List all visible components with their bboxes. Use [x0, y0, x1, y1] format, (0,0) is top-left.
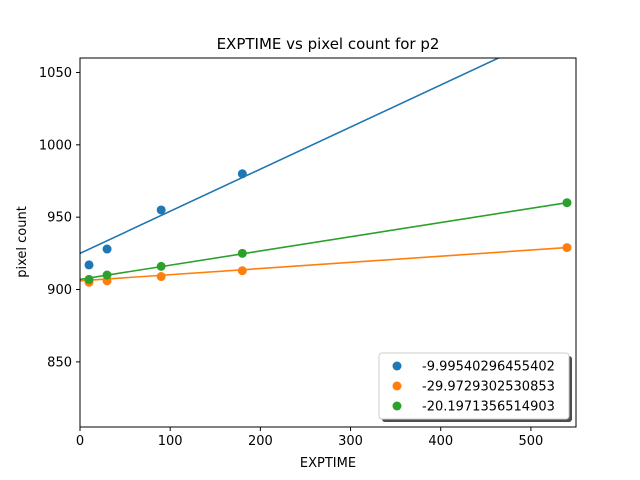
y-tick-label: 900 [47, 283, 72, 298]
legend-label: -29.9729302530853 [422, 380, 555, 395]
x-tick-label: 400 [428, 434, 453, 449]
fit-line-series-2 [80, 246, 568, 282]
x-tick-label: 100 [158, 434, 183, 449]
data-point-series-1 [102, 244, 112, 254]
legend-label: -20.1971356514903 [422, 400, 555, 415]
x-tick-label: 0 [76, 434, 84, 449]
data-point-series-1 [156, 205, 166, 215]
plot-area [80, 58, 572, 287]
data-point-series-3 [84, 274, 94, 284]
legend-label: -9.99540296455402 [422, 360, 555, 375]
data-point-series-3 [102, 270, 112, 280]
data-point-series-2 [562, 243, 572, 253]
y-axis-title: pixel count [15, 206, 30, 278]
legend-marker [392, 401, 402, 411]
chart-title: EXPTIME vs pixel count for p2 [217, 35, 440, 53]
data-point-series-1 [84, 260, 94, 270]
data-point-series-1 [237, 169, 247, 179]
data-point-series-3 [156, 261, 166, 271]
x-tick-label: 200 [248, 434, 273, 449]
x-tick-label: 300 [338, 434, 363, 449]
legend-box [378, 352, 570, 420]
y-tick-label: 1050 [39, 66, 72, 81]
plot-frame [79, 57, 577, 428]
x-axis-title: EXPTIME [300, 456, 356, 471]
data-point-series-3 [562, 198, 572, 208]
x-tick-label: 500 [518, 434, 543, 449]
fit-line-series-1 [80, 58, 501, 255]
y-tick-label: 1000 [39, 138, 72, 153]
data-point-series-2 [156, 272, 166, 282]
legend-marker [392, 361, 402, 371]
y-axis: 850 900 950 1000 1050 [39, 66, 80, 370]
legend-marker [392, 381, 402, 391]
fit-line-series-3 [80, 201, 568, 281]
data-point-series-3 [237, 248, 247, 258]
x-axis: 0 100 200 300 400 500 [76, 427, 543, 449]
data-point-series-2 [237, 266, 247, 276]
y-tick-label: 950 [47, 211, 72, 226]
legend: -9.99540296455402 -29.9729302530853 -20.19… [378, 352, 572, 422]
y-tick-label: 850 [47, 355, 72, 370]
